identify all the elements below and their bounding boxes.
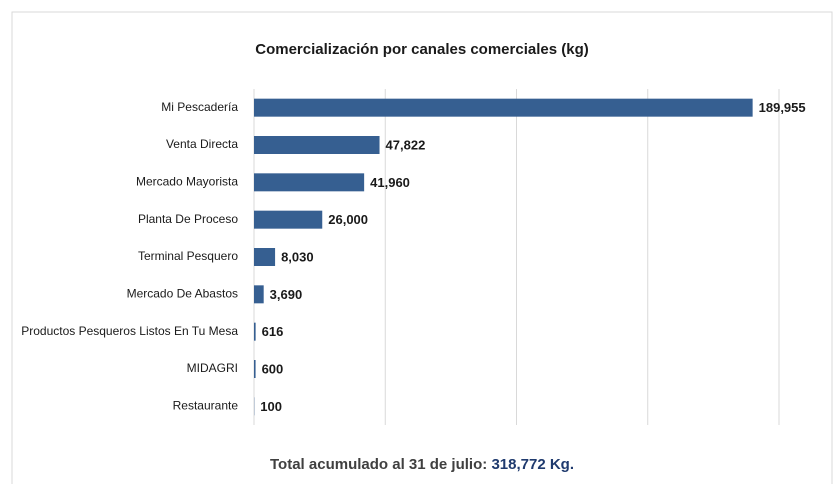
- value-label: 100: [260, 399, 282, 414]
- chart-frame: [11, 11, 833, 484]
- bar: [254, 360, 256, 378]
- y-tick-label: MIDAGRI: [187, 361, 238, 375]
- value-label: 26,000: [328, 212, 368, 227]
- bar: [254, 98, 753, 117]
- y-tick-label: Productos Pesqueros Listos En Tu Mesa: [21, 324, 238, 338]
- footer: Total acumulado al 31 de julio: 318,772 …: [270, 456, 574, 473]
- bar: [254, 285, 264, 304]
- value-label: 616: [262, 324, 284, 339]
- value-label: 41,960: [370, 175, 410, 190]
- y-tick-label: Terminal Pesquero: [138, 249, 238, 263]
- footer-value: 318,772 Kg.: [491, 456, 574, 473]
- footer-label: Total acumulado al 31 de julio:: [270, 456, 487, 473]
- bar: [254, 173, 365, 192]
- y-tick-label: Venta Directa: [166, 137, 238, 151]
- value-label: 47,822: [386, 137, 426, 152]
- chart-title: Comercialización por canales comerciales…: [255, 41, 588, 58]
- y-tick-label: Mi Pescadería: [161, 100, 238, 114]
- bar: [254, 248, 276, 266]
- y-tick-label: Planta De Proceso: [138, 212, 238, 226]
- value-label: 3,690: [270, 287, 303, 302]
- bar: [254, 322, 256, 341]
- value-label: 600: [262, 361, 284, 376]
- value-label: 8,030: [281, 249, 314, 264]
- bar: [254, 136, 380, 154]
- bar: [254, 210, 323, 229]
- y-tick-label: Mercado Mayorista: [136, 175, 238, 189]
- y-tick-label: Mercado De Abastos: [127, 287, 238, 301]
- value-label: 189,955: [759, 100, 806, 115]
- y-tick-label: Restaurante: [173, 399, 239, 413]
